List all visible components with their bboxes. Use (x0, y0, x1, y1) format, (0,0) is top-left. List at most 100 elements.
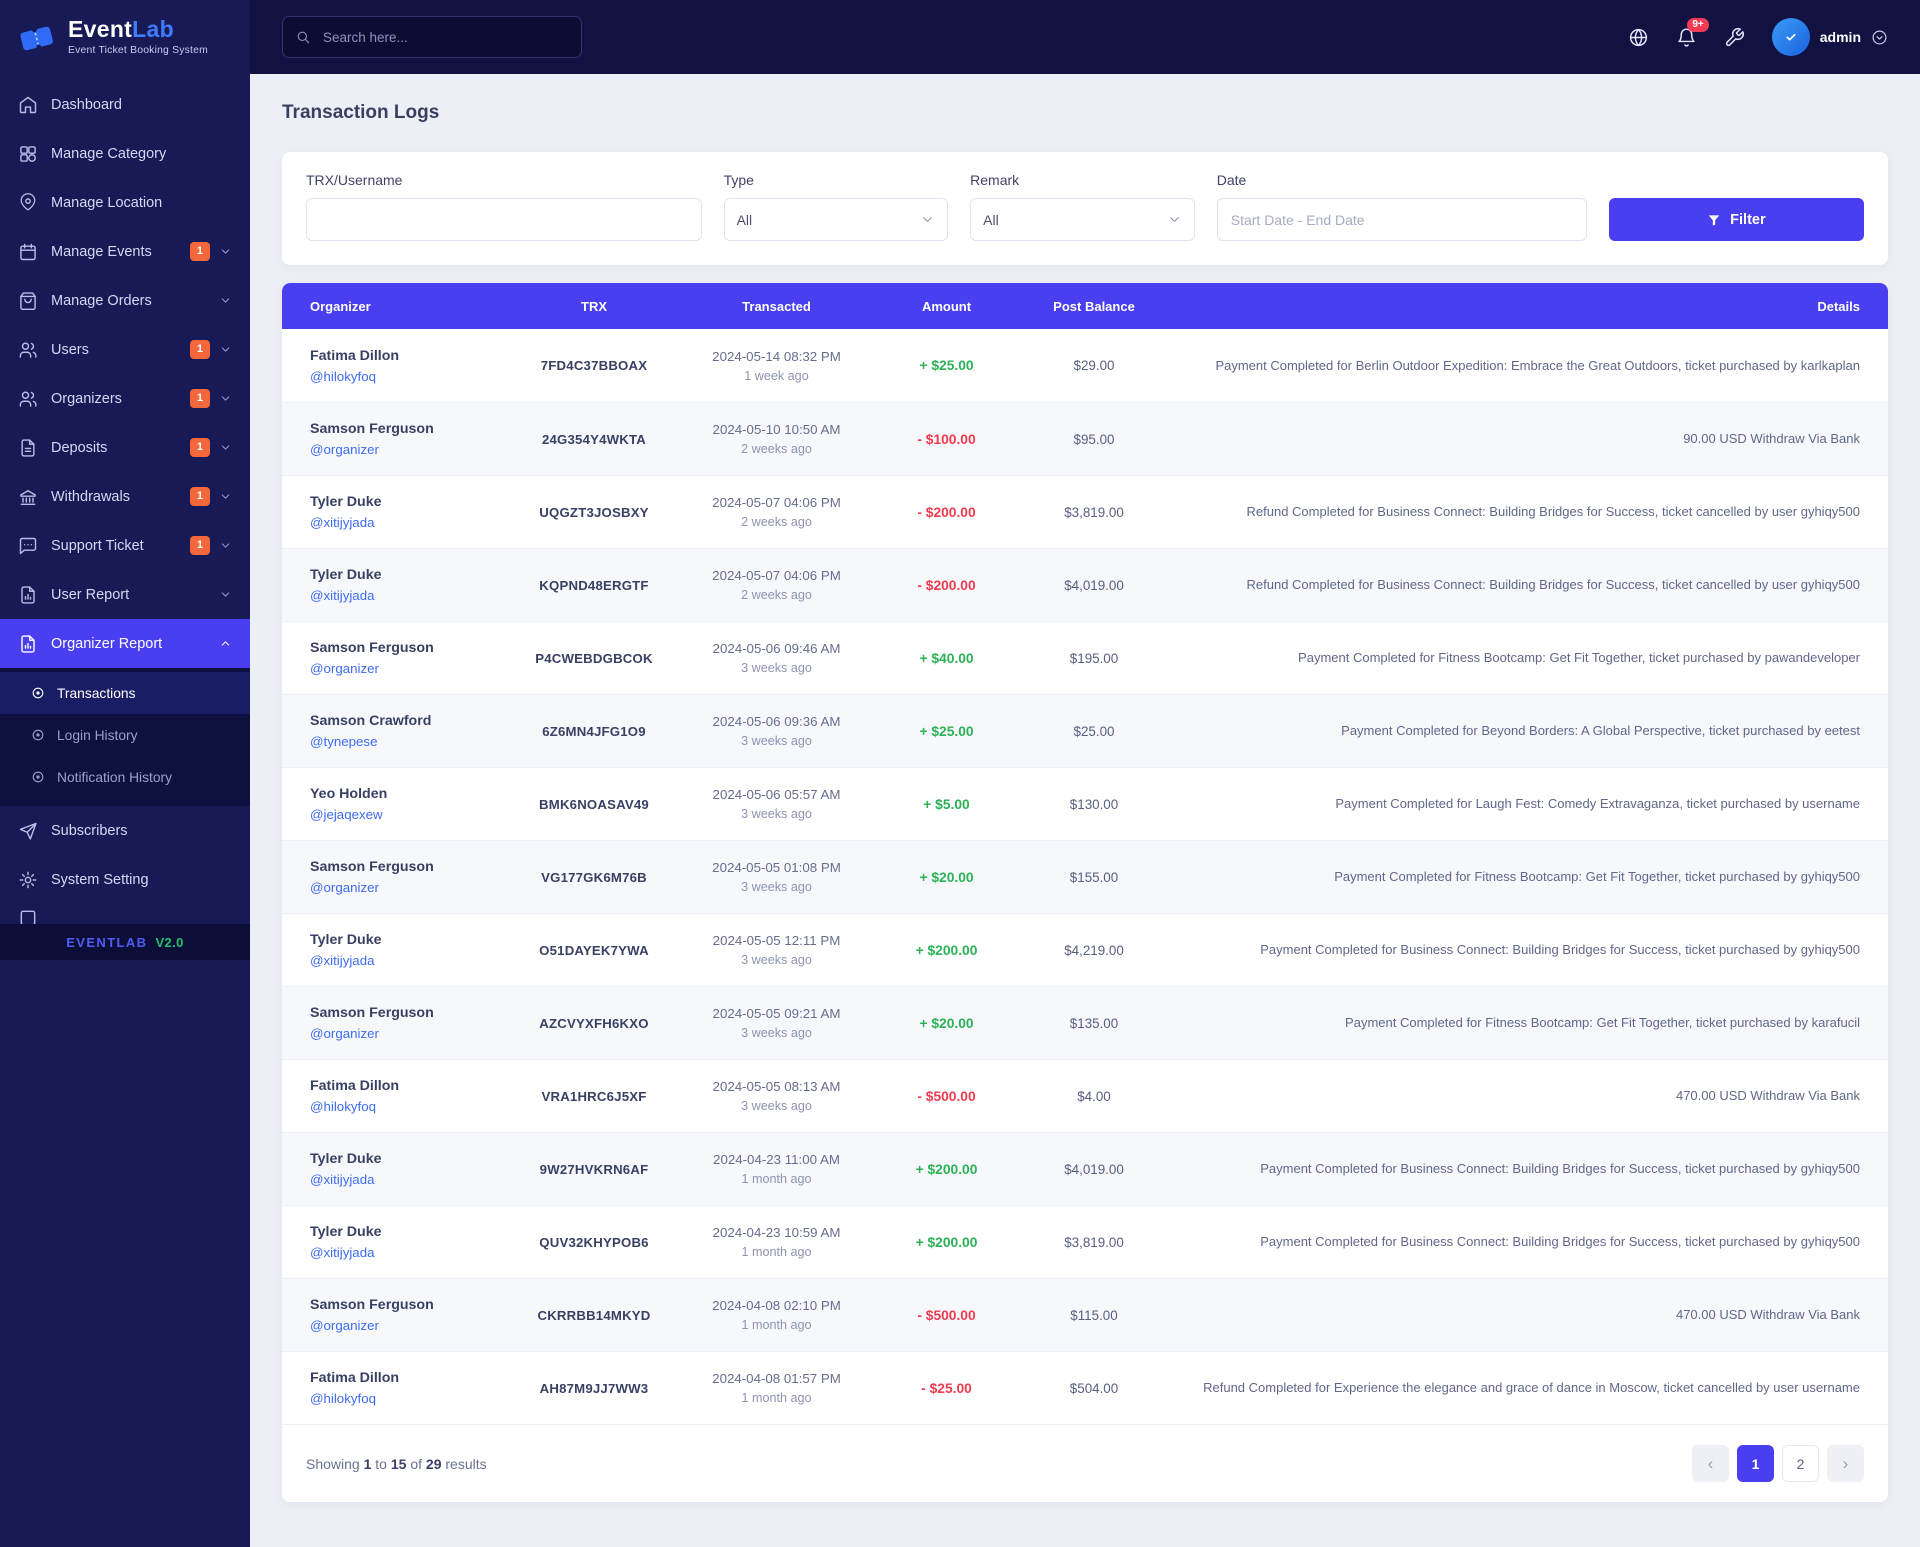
calendar-icon (18, 242, 38, 262)
sidebar-item-manage-orders[interactable]: Manage Orders (0, 276, 250, 325)
pagination-page-2-button[interactable]: 2 (1782, 1445, 1819, 1482)
sidebar-submenu: Transactions Login History Notification Hi… (0, 668, 250, 806)
sidebar-subitem-login-history[interactable]: Login History (0, 714, 250, 756)
organizer-username-link[interactable]: @xitijyjada (310, 1245, 375, 1260)
table-row: Yeo Holden @jejaqexew BMK6NOASAV49 2024-… (282, 767, 1888, 840)
organizer-username-link[interactable]: @xitijyjada (310, 588, 375, 603)
chevron-down-icon (920, 212, 935, 227)
sidebar-item-organizers[interactable]: Organizers 1 (0, 374, 250, 423)
organizer-username-link[interactable]: @xitijyjada (310, 953, 375, 968)
version-brand-label: EVENTLAB (66, 934, 148, 950)
date-range-input[interactable] (1216, 198, 1587, 241)
transacted-datetime: 2024-04-08 02:10 PM (712, 1298, 841, 1313)
table-row: Tyler Duke @xitijyjada 9W27HVKRN6AF 2024… (282, 1132, 1888, 1205)
transacted-relative: 2 weeks ago (741, 588, 812, 602)
sidebar-item-system-setting[interactable]: System Setting (0, 855, 250, 904)
language-globe-button[interactable] (1628, 26, 1650, 48)
user-menu[interactable]: admin (1771, 18, 1888, 56)
details: 470.00 USD Withdraw Via Bank (1675, 1307, 1860, 1323)
remark-select[interactable]: All (970, 198, 1195, 241)
sidebar-item-subscribers[interactable]: Subscribers (0, 806, 250, 855)
sidebar-item-label: System Setting (51, 871, 149, 888)
sidebar-item-manage-location[interactable]: Manage Location (0, 178, 250, 227)
brand-tagline: Event Ticket Booking System (68, 45, 208, 56)
transacted-datetime: 2024-05-05 09:21 AM (712, 1006, 841, 1021)
organizer-name: Samson Crawford (310, 713, 432, 729)
gear-icon (18, 870, 38, 890)
sidebar-item-extra[interactable] (0, 904, 250, 924)
organizer-username-link[interactable]: @xitijyjada (310, 1172, 375, 1187)
organizer-username-link[interactable]: @organizer (310, 1026, 379, 1041)
transacted-relative: 1 month ago (741, 1391, 812, 1405)
sidebar-item-manage-category[interactable]: Manage Category (0, 129, 250, 178)
organizer-cell: Fatima Dillon @hilokyfoq (304, 336, 509, 396)
organizer-cell: Samson Ferguson @organizer (304, 847, 509, 907)
organizer-username-link[interactable]: @tynepese (310, 734, 378, 749)
organizer-username-link[interactable]: @organizer (310, 880, 379, 895)
table-row: Samson Ferguson @organizer VG177GK6M76B … (282, 840, 1888, 913)
amount: - $200.00 (917, 504, 976, 520)
chevron-down-icon (219, 343, 232, 356)
filter-label-type: Type (723, 172, 754, 188)
transacted-relative: 1 month ago (741, 1318, 812, 1332)
count-badge: 1 (189, 389, 210, 408)
pagination-next-button[interactable]: › (1827, 1445, 1864, 1482)
transacted-cell: 2024-05-06 09:36 AM 3 weeks ago (679, 702, 874, 760)
search-icon (295, 29, 311, 45)
transacted-datetime: 2024-05-07 04:06 PM (712, 495, 841, 510)
brand[interactable]: EventLab Event Ticket Booking System (0, 0, 250, 74)
type-select-value: All (736, 211, 753, 228)
organizer-name: Samson Ferguson (310, 1005, 434, 1021)
sidebar-subitem-transactions[interactable]: Transactions (0, 672, 250, 714)
sidebar-item-manage-events[interactable]: Manage Events 1 (0, 227, 250, 276)
transacted-datetime: 2024-04-23 10:59 AM (712, 1225, 841, 1240)
trx-code: AH87M9JJ7WW3 (539, 1380, 649, 1396)
trx-code: 7FD4C37BBOAX (540, 358, 648, 373)
trx-username-input[interactable] (306, 198, 702, 241)
table-row: Fatima Dillon @hilokyfoq VRA1HRC6J5XF 20… (282, 1059, 1888, 1132)
filter-button[interactable]: Filter (1608, 198, 1864, 241)
tools-wrench-button[interactable] (1724, 26, 1746, 48)
sidebar-item-users[interactable]: Users 1 (0, 325, 250, 374)
avatar (1771, 18, 1810, 56)
organizer-username-link[interactable]: @hilokyfoq (310, 1391, 376, 1406)
organizer-username-link[interactable]: @jejaqexew (310, 807, 383, 822)
amount: - $500.00 (917, 1307, 976, 1323)
sidebar-item-user-report[interactable]: User Report (0, 570, 250, 619)
organizer-username-link[interactable]: @organizer (310, 661, 379, 676)
transacted-datetime: 2024-05-06 09:46 AM (712, 641, 841, 656)
post-balance: $115.00 (1070, 1307, 1118, 1323)
sidebar-subitem-notification-history[interactable]: Notification History (0, 756, 250, 798)
sidebar-item-withdrawals[interactable]: Withdrawals 1 (0, 472, 250, 521)
sidebar-item-label: Manage Events (51, 243, 152, 260)
organizer-cell: Samson Ferguson @organizer (304, 409, 509, 469)
filter-group-date: Date (1216, 172, 1587, 241)
sidebar-subitem-label: Notification History (57, 769, 173, 785)
location-pin-icon (18, 192, 38, 213)
sidebar: EventLab Event Ticket Booking System Das… (0, 0, 250, 1547)
transacted-datetime: 2024-05-06 09:36 AM (712, 714, 841, 729)
trx-code: 24G354Y4WKTA (541, 431, 647, 447)
pagination-prev-button[interactable]: ‹ (1692, 1445, 1729, 1482)
sidebar-item-deposits[interactable]: Deposits 1 (0, 423, 250, 472)
pagination-page-1-button[interactable]: 1 (1737, 1445, 1774, 1482)
organizer-username-link[interactable]: @organizer (310, 442, 379, 457)
organizer-username-link[interactable]: @hilokyfoq (310, 368, 376, 384)
organizer-username-link[interactable]: @xitijyjada (310, 515, 375, 530)
sidebar-item-dashboard[interactable]: Dashboard (0, 80, 250, 129)
transactions-table: Organizer TRX Transacted Amount Post Bal… (282, 283, 1888, 1502)
transacted-relative: 3 weeks ago (741, 807, 812, 821)
trx-code: 6Z6MN4JFG1O9 (542, 723, 646, 739)
sidebar-item-organizer-report[interactable]: Organizer Report (0, 619, 250, 668)
users-icon (18, 389, 38, 409)
transacted-cell: 2024-05-05 09:21 AM 3 weeks ago (679, 994, 874, 1052)
organizer-username-link[interactable]: @hilokyfoq (310, 1099, 376, 1114)
topbar: 9+ admin (250, 0, 1920, 74)
sidebar-item-support-ticket[interactable]: Support Ticket 1 (0, 521, 250, 570)
organizer-username-link[interactable]: @organizer (310, 1318, 379, 1333)
bullet-icon (30, 727, 46, 743)
search-input[interactable] (282, 16, 582, 58)
notifications-button[interactable]: 9+ (1676, 18, 1709, 48)
type-select[interactable]: All (723, 198, 949, 241)
post-balance: $195.00 (1069, 650, 1119, 666)
